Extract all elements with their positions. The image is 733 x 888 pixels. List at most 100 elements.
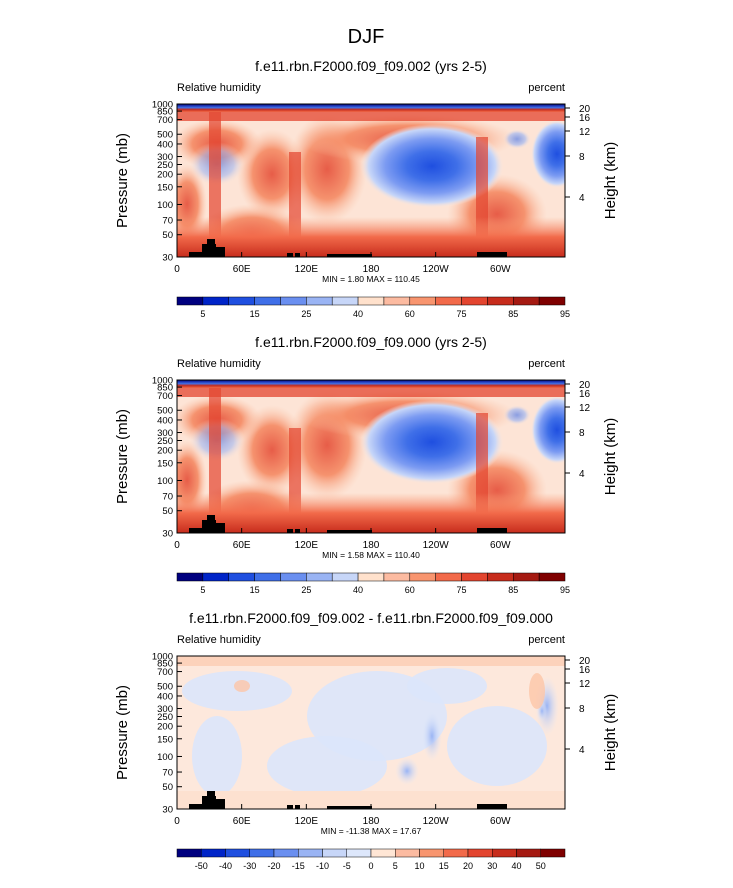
topography-mask <box>287 805 293 809</box>
lon-tick-label: 120E <box>295 816 319 827</box>
height-tick-label: 4 <box>579 469 585 480</box>
colorbar-swatch <box>225 848 250 858</box>
pressure-tick-label: 150 <box>157 458 173 469</box>
chart-panel-3: f.e11.rbn.F2000.f09_f09.002 - f.e11.rbn.… <box>114 610 619 836</box>
height-tick-label: 12 <box>579 403 591 414</box>
topography-mask <box>295 253 300 257</box>
height-tick-label: 16 <box>579 389 591 400</box>
pressure-tick-label: 250 <box>157 712 173 723</box>
negative-region <box>192 716 242 796</box>
pressure-tick-label: 850 <box>157 383 173 394</box>
topography-mask <box>189 528 207 533</box>
negative-region <box>267 736 387 796</box>
negative-region <box>447 706 547 786</box>
pressure-tick-label: 700 <box>157 115 173 126</box>
pressure-tick-label: 850 <box>157 107 173 118</box>
pressure-tick-label: 500 <box>157 682 173 693</box>
lon-tick-label: 60E <box>233 816 251 827</box>
lon-tick-label: 120E <box>295 264 319 275</box>
chart-title: f.e11.rbn.F2000.f09_f09.002 (yrs 2-5) <box>255 58 487 74</box>
colorbar-label: 30 <box>487 861 497 871</box>
lon-tick-label: 120W <box>423 816 450 827</box>
chart-title: f.e11.rbn.F2000.f09_f09.000 (yrs 2-5) <box>255 334 487 350</box>
colorbar-swatch <box>228 296 255 306</box>
y2-axis-label: Height (km) <box>602 694 619 772</box>
colorbar-swatch <box>540 848 566 858</box>
colorbar-swatch <box>461 572 488 582</box>
lon-tick-label: 120W <box>423 540 450 551</box>
pressure-tick-label: 50 <box>162 782 173 793</box>
colorbar-swatch <box>346 848 372 858</box>
height-tick-label: 20 <box>579 656 591 667</box>
colorbar-swatch <box>487 572 514 582</box>
topography-mask <box>189 252 207 257</box>
height-tick-label: 20 <box>579 380 591 391</box>
lon-tick-label: 0 <box>174 540 180 551</box>
pressure-tick-label: 500 <box>157 406 173 417</box>
pressure-tick-label: 30 <box>162 253 173 264</box>
pressure-tick-label: 1000 <box>152 100 173 111</box>
boundary-layer <box>177 791 565 809</box>
height-tick-label: 8 <box>579 428 585 439</box>
colorbar-label: 5 <box>200 309 205 319</box>
colorbar-label: 85 <box>508 585 518 595</box>
chart-panel-2: f.e11.rbn.F2000.f09_f09.000 (yrs 2-5) Rel… <box>114 334 619 560</box>
dry-region-small <box>503 129 531 149</box>
lon-tick-label: 120W <box>423 264 450 275</box>
field-label: Relative humidity <box>177 82 261 94</box>
colorbar-label: 5 <box>200 585 205 595</box>
colorbar-swatch <box>409 572 436 582</box>
colorbar-label: 40 <box>353 309 363 319</box>
chart-title: f.e11.rbn.F2000.f09_f09.002 - f.e11.rbn.… <box>189 610 553 626</box>
pressure-tick-label: 150 <box>157 734 173 745</box>
colorbar-label: 40 <box>353 585 363 595</box>
colorbar-swatch <box>513 572 540 582</box>
pressure-tick-label: 50 <box>162 230 173 241</box>
pressure-tick-label: 1000 <box>152 376 173 387</box>
colorbar-swatch <box>331 572 359 582</box>
pressure-tick-label: 700 <box>157 391 173 402</box>
unit-label: percent <box>528 82 565 94</box>
y-axis-label: Pressure (mb) <box>114 409 131 504</box>
min-max-stats: MIN = 1.58 MAX = 110.40 <box>322 550 420 560</box>
colorbar-label: -15 <box>292 861 305 871</box>
lon-tick-label: 0 <box>174 816 180 827</box>
pressure-tick-label: 300 <box>157 704 173 715</box>
colorbar-label: -10 <box>316 861 329 871</box>
negative-region <box>182 671 292 711</box>
field-label: Relative humidity <box>177 634 261 646</box>
pressure-tick-label: 250 <box>157 436 173 447</box>
colorbar-label: 75 <box>457 585 467 595</box>
colorbar-label: -5 <box>343 861 351 871</box>
colorbar-swatch <box>383 296 411 306</box>
colorbar-swatch <box>298 848 323 858</box>
topography-mask <box>327 254 372 257</box>
lon-tick-label: 60W <box>490 816 511 827</box>
pressure-tick-label: 200 <box>157 446 173 457</box>
pressure-tick-label: 200 <box>157 170 173 181</box>
colorbar-swatch <box>443 848 469 858</box>
colorbar-label: 10 <box>414 861 424 871</box>
colorbar-swatch <box>516 848 541 858</box>
pressure-tick-label: 200 <box>157 722 173 733</box>
topography-mask <box>477 252 507 257</box>
topography-mask <box>287 529 293 533</box>
colorbar-swatch <box>306 296 333 306</box>
pressure-tick-label: 30 <box>162 805 173 816</box>
pressure-tick-label: 70 <box>162 492 173 503</box>
page-title: DJF <box>348 26 385 48</box>
tropopause-band <box>177 104 565 112</box>
height-tick-label: 8 <box>579 152 585 163</box>
height-tick-label: 12 <box>579 127 591 138</box>
pressure-tick-label: 100 <box>157 200 173 211</box>
pressure-tick-label: 30 <box>162 529 173 540</box>
unit-label: percent <box>528 634 565 646</box>
colorbar-swatch <box>383 572 411 582</box>
topography-mask <box>207 515 215 533</box>
pressure-tick-label: 300 <box>157 428 173 439</box>
lon-tick-label: 180 <box>363 540 380 551</box>
colorbar-swatch <box>370 848 396 858</box>
colorbar-swatch <box>467 848 493 858</box>
colorbar-label: 85 <box>508 309 518 319</box>
pressure-tick-label: 1000 <box>152 652 173 663</box>
